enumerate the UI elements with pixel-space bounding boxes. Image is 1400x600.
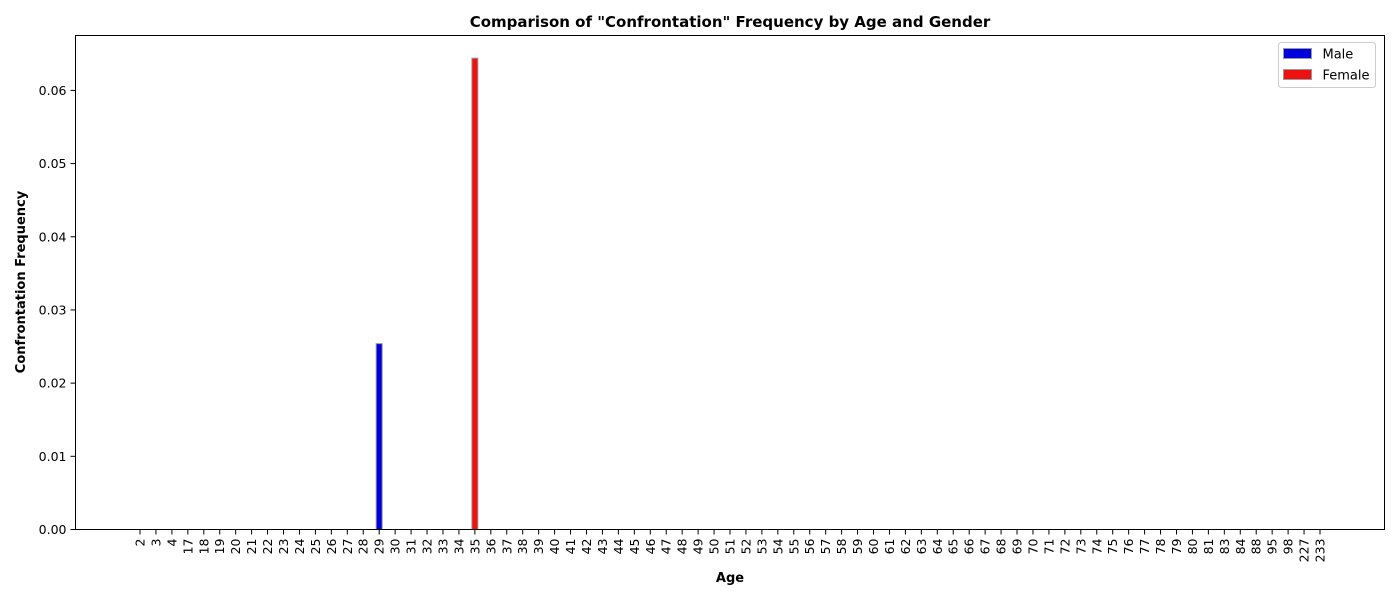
- x-tick-label: 27: [340, 539, 355, 555]
- x-tick-label: 32: [420, 539, 435, 555]
- x-tick-label: 48: [675, 538, 690, 554]
- y-tick-label: 0.03: [39, 302, 67, 317]
- x-tick-label: 20: [228, 538, 243, 554]
- x-tick-label: 17: [180, 539, 195, 555]
- x-tick-label: 60: [866, 538, 881, 554]
- x-tick-label: 76: [1121, 538, 1136, 554]
- x-tick-label: 98: [1281, 538, 1296, 554]
- x-tick-label: 68: [994, 538, 1009, 554]
- x-tick-label: 45: [627, 539, 642, 555]
- x-tick-label: 39: [531, 538, 546, 554]
- x-tick-label: 71: [1041, 539, 1056, 555]
- x-tick-label: 35: [467, 539, 482, 555]
- x-tick-label: 42: [579, 539, 594, 555]
- bar-female-35: [471, 57, 479, 530]
- x-tick-label: 72: [1057, 539, 1072, 555]
- x-tick-label: 52: [738, 539, 753, 555]
- x-tick-label: 30: [388, 538, 403, 554]
- x-tick-label: 41: [563, 539, 578, 555]
- x-tick-label: 74: [1089, 538, 1104, 554]
- x-tick-label: 61: [882, 539, 897, 555]
- y-axis-label: Confrontation Frequency: [14, 190, 29, 373]
- x-tick-label: 46: [643, 538, 658, 554]
- legend-swatch-female: [1283, 69, 1312, 80]
- legend-label-male: Male: [1323, 48, 1354, 63]
- x-tick-label: 33: [435, 539, 450, 555]
- x-tick-label: 3: [148, 539, 163, 547]
- x-tick-label: 83: [1217, 539, 1232, 555]
- x-tick-label: 73: [1073, 539, 1088, 555]
- chart-title: Comparison of "Confrontation" Frequency …: [470, 13, 991, 31]
- x-tick-label: 29: [372, 538, 387, 554]
- plot-frame: [75, 35, 1385, 530]
- x-tick-label: 59: [850, 538, 865, 554]
- x-tick-label: 34: [451, 538, 466, 554]
- x-tick-label: 26: [324, 538, 339, 554]
- x-tick-label: 66: [962, 538, 977, 554]
- x-tick-label: 40: [547, 538, 562, 554]
- legend: Male Female: [1278, 42, 1376, 88]
- x-tick-label: 50: [707, 538, 722, 554]
- x-tick-label: 37: [499, 539, 514, 555]
- x-tick-label: 64: [930, 538, 945, 554]
- x-tick-label: 19: [212, 538, 227, 554]
- x-tick-label: 49: [691, 538, 706, 554]
- x-tick-label: 47: [659, 539, 674, 555]
- y-tick-label: 0.02: [39, 376, 67, 391]
- x-tick-label: 65: [946, 539, 961, 555]
- x-tick-label: 43: [595, 539, 610, 555]
- x-tick-label: 69: [1010, 538, 1025, 554]
- x-tick-label: 57: [818, 539, 833, 555]
- x-tick-label: 2: [133, 539, 148, 547]
- x-tick-label: 67: [978, 539, 993, 555]
- plot-area: 0.000.010.020.030.040.050.062 3 4 17 18 19 20 2…: [39, 57, 1328, 563]
- x-tick-label: 62: [898, 539, 913, 555]
- x-tick-label: 95: [1265, 539, 1280, 555]
- y-tick-label: 0.05: [39, 156, 67, 171]
- x-tick-label: 28: [356, 538, 371, 554]
- x-tick-label: 78: [1153, 538, 1168, 554]
- y-tick-label: 0.06: [39, 83, 67, 98]
- x-tick-label: 70: [1025, 538, 1040, 554]
- x-tick-label: 53: [754, 539, 769, 555]
- x-tick-label: 23: [276, 539, 291, 555]
- x-tick-label: 18: [196, 538, 211, 554]
- x-tick-label: 4: [164, 538, 179, 546]
- x-tick-label: 233: [1313, 539, 1328, 563]
- x-tick-label: 38: [515, 538, 530, 554]
- x-tick-label: 51: [723, 539, 738, 555]
- x-tick-label: 88: [1249, 538, 1264, 554]
- x-tick-label: 36: [483, 538, 498, 554]
- x-tick-label: 25: [308, 539, 323, 555]
- x-tick-label: 75: [1105, 539, 1120, 555]
- x-tick-label: 84: [1233, 538, 1248, 554]
- x-tick-label: 44: [611, 538, 626, 554]
- x-axis-label: Age: [716, 571, 744, 586]
- x-tick-label: 58: [834, 538, 849, 554]
- x-tick-label: 56: [802, 538, 817, 554]
- x-tick-label: 79: [1169, 538, 1184, 554]
- x-tick-label: 63: [914, 539, 929, 555]
- x-tick-label: 55: [786, 539, 801, 555]
- x-tick-label: 31: [404, 539, 419, 555]
- x-tick-label: 24: [292, 538, 307, 554]
- bar-male-29: [375, 343, 383, 530]
- x-tick-label: 77: [1137, 539, 1152, 555]
- y-tick-label: 0.00: [39, 522, 67, 537]
- legend-label-female: Female: [1323, 69, 1370, 84]
- y-tick-label: 0.04: [39, 229, 67, 244]
- y-tick-label: 0.01: [39, 449, 67, 464]
- x-tick-label: 21: [244, 539, 259, 555]
- x-tick-label: 22: [260, 539, 275, 555]
- x-tick-label: 80: [1185, 538, 1200, 554]
- x-tick-label: 227: [1297, 539, 1312, 563]
- x-tick-label: 81: [1201, 539, 1216, 555]
- legend-swatch-male: [1283, 48, 1312, 59]
- x-tick-label: 54: [770, 538, 785, 554]
